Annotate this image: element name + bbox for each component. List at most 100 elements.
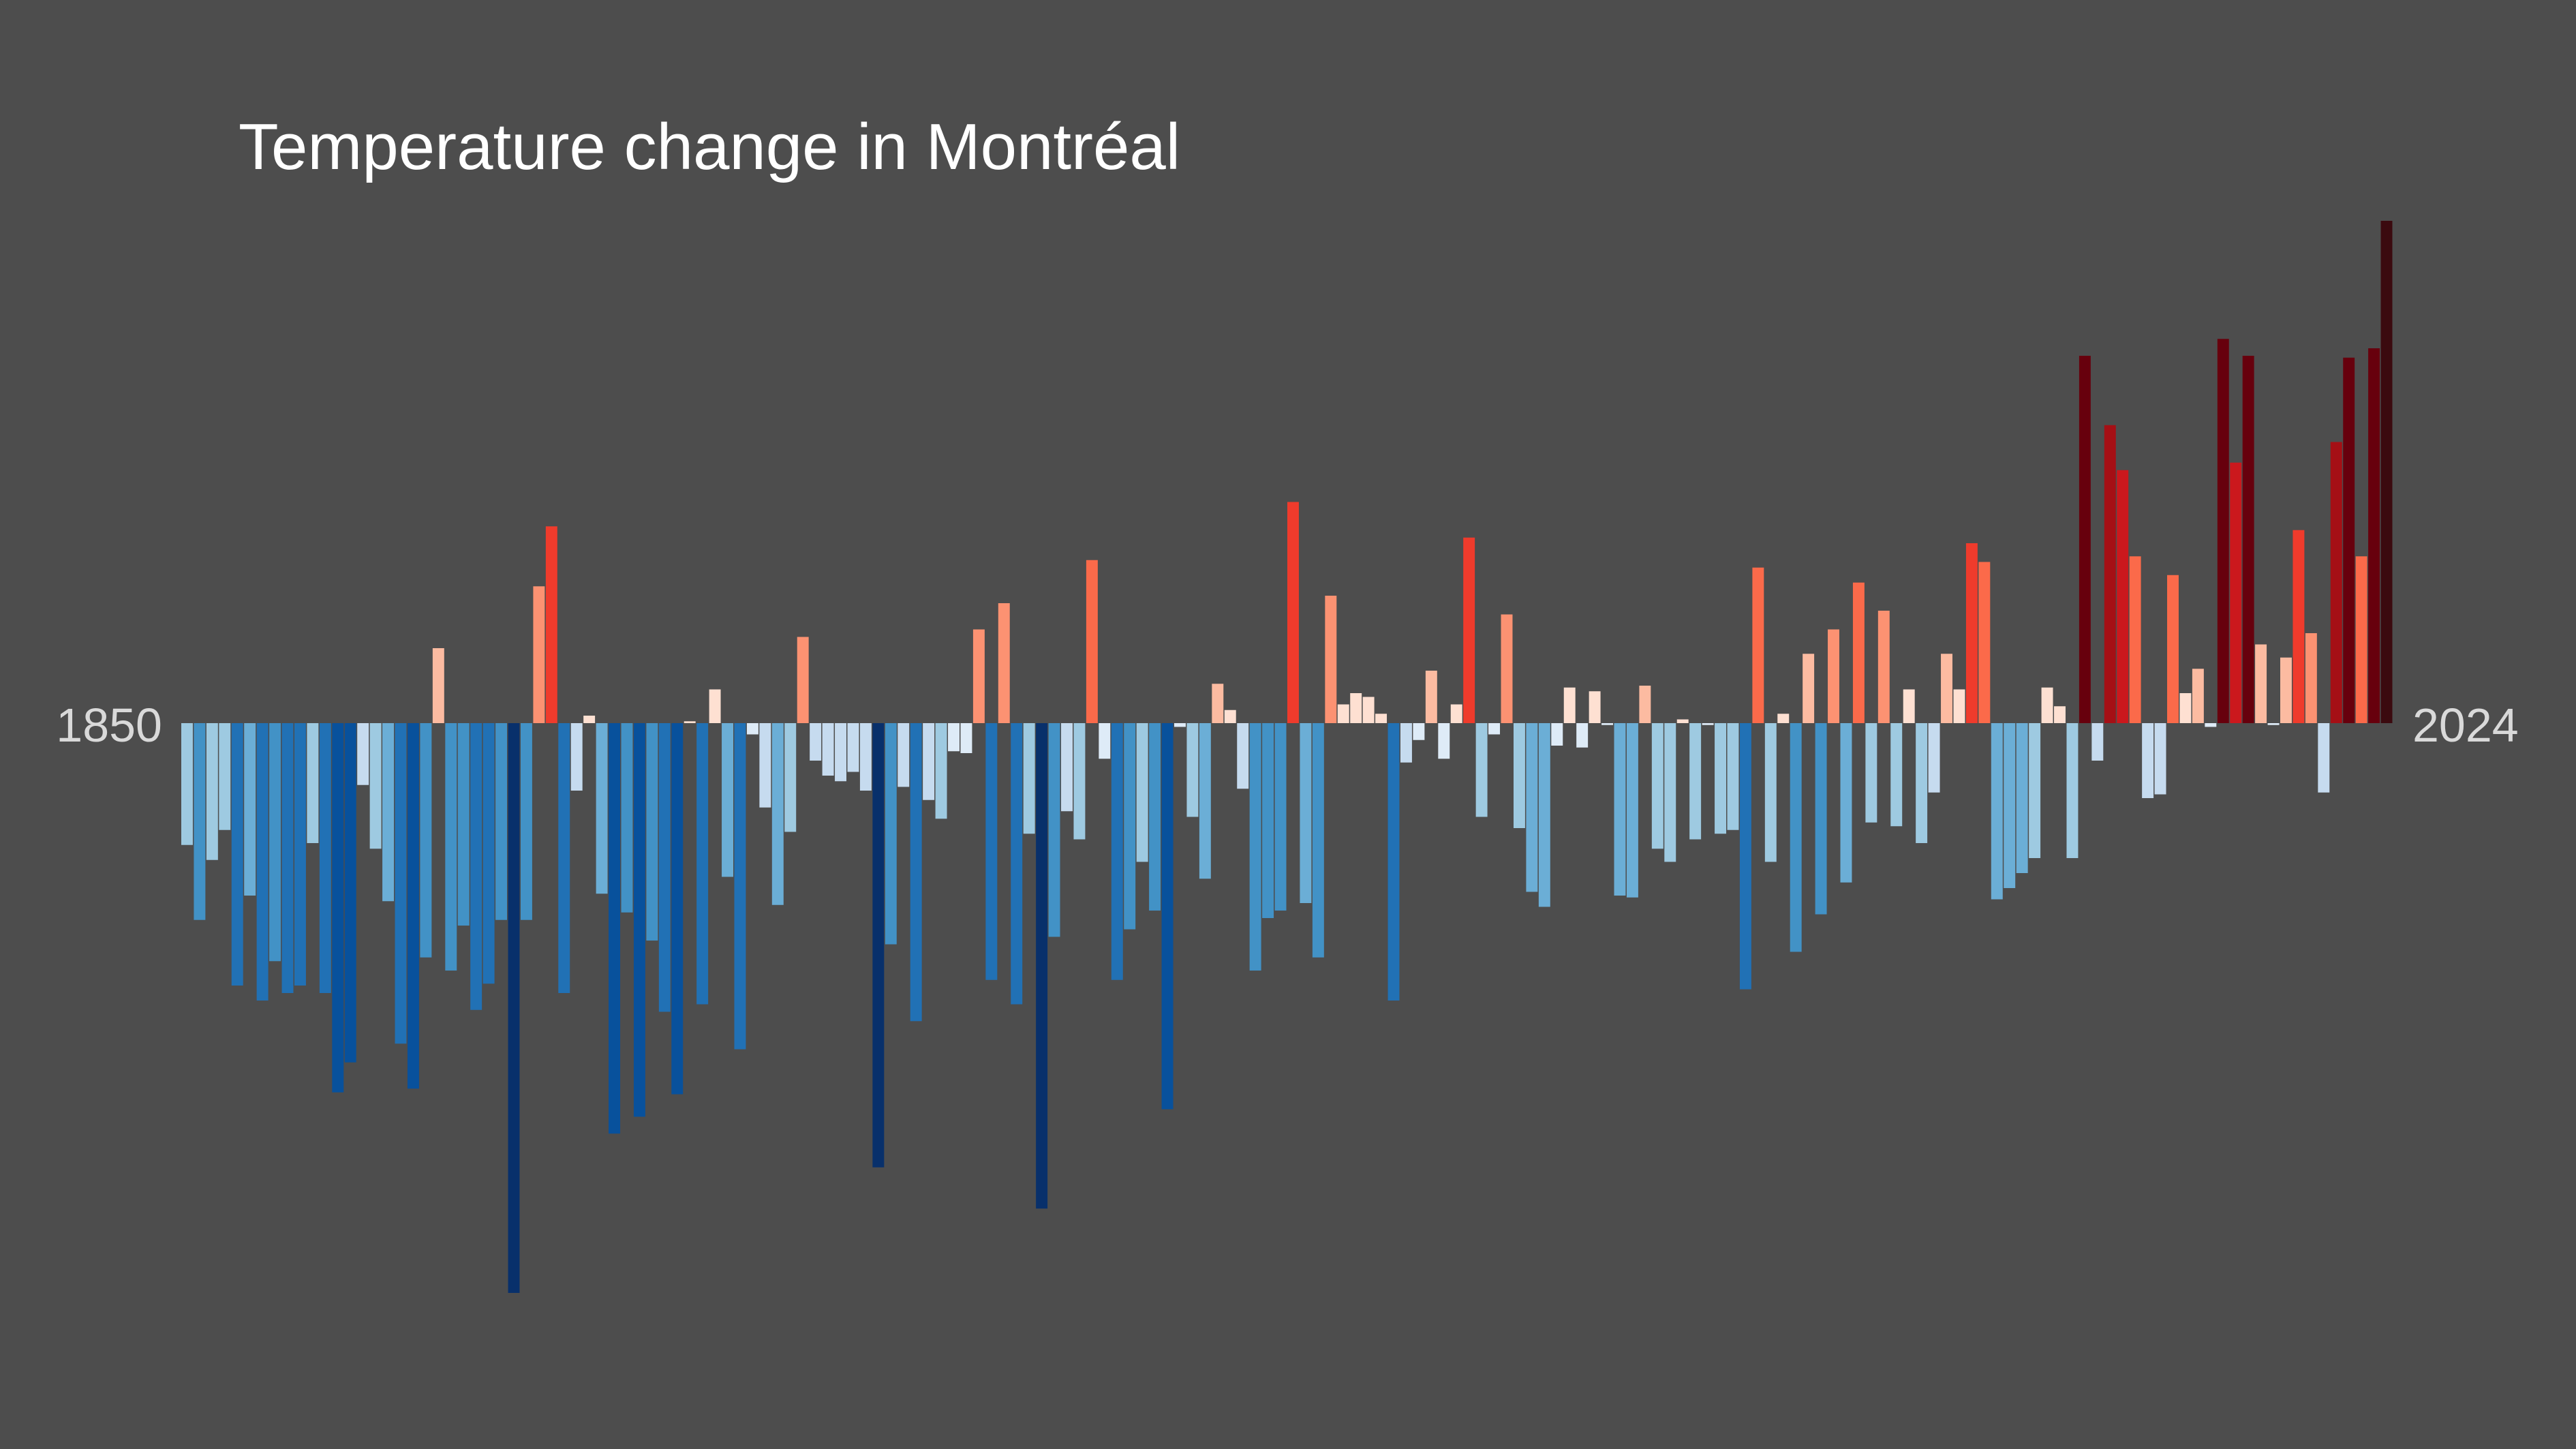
bar-1868: [407, 723, 419, 1089]
bar-1983: [1852, 582, 1865, 723]
bar-1877: [520, 723, 532, 920]
bar-1874: [482, 723, 495, 984]
bar-1888: [658, 723, 671, 1012]
bar-1933: [1224, 710, 1236, 723]
bar-1854: [231, 723, 243, 986]
end-year-label: 2024: [2412, 699, 2519, 752]
bar-1962: [1589, 691, 1601, 723]
bar-1942: [1337, 704, 1349, 723]
bar-1906: [885, 723, 897, 945]
bar-1872: [457, 723, 470, 926]
bar-1902: [835, 723, 846, 782]
bar-1985: [1877, 611, 1890, 723]
bar-1917: [1023, 723, 1035, 834]
bar-1922: [1086, 560, 1098, 723]
bar-1955: [1501, 614, 1513, 723]
bar-1991: [1953, 689, 1965, 723]
bar-1861: [319, 723, 331, 993]
bar-1887: [646, 723, 658, 941]
bar-1968: [1664, 723, 1676, 862]
bar-1934: [1237, 723, 1249, 789]
bar-1882: [583, 716, 596, 723]
bar-1960: [1563, 687, 1576, 723]
bar-2019: [2305, 633, 2317, 723]
bar-1956: [1513, 723, 1525, 828]
bar-1919: [1048, 723, 1060, 937]
bar-1908: [910, 723, 922, 1022]
bar-2018: [2293, 530, 2305, 723]
bar-1999: [2054, 706, 2066, 723]
bar-1860: [307, 723, 319, 843]
bar-1921: [1073, 723, 1086, 840]
bar-1946: [1387, 723, 1400, 1001]
bar-1870: [432, 648, 444, 723]
bar-1979: [1803, 654, 1815, 723]
bar-1862: [332, 723, 344, 1093]
bar-1878: [533, 586, 545, 723]
bar-1982: [1840, 723, 1852, 883]
bar-1948: [1413, 723, 1425, 740]
bar-1975: [1752, 567, 1764, 723]
bar-2017: [2280, 657, 2292, 723]
bar-1936: [1262, 723, 1274, 918]
bar-1897: [771, 723, 784, 905]
bar-1866: [382, 723, 395, 902]
bar-1930: [1186, 723, 1199, 817]
bar-2004: [2117, 470, 2129, 723]
bar-1876: [508, 723, 520, 1293]
bar-1864: [357, 723, 369, 785]
bar-1951: [1450, 704, 1462, 723]
bar-1994: [1991, 723, 2003, 900]
bar-1978: [1790, 723, 1802, 952]
bar-1959: [1551, 723, 1563, 746]
bar-2013: [2230, 462, 2242, 723]
chart-title: Temperature change in Montréal: [239, 110, 1180, 183]
bar-1984: [1865, 723, 1877, 823]
bar-1916: [1011, 723, 1023, 1005]
bar-undefined: [2380, 221, 2393, 723]
bar-1996: [2016, 723, 2028, 873]
bar-1909: [923, 723, 935, 800]
bar-1997: [2029, 723, 2041, 858]
bar-1931: [1199, 723, 1211, 879]
bar-2002: [2091, 723, 2104, 761]
bar-1871: [445, 723, 457, 971]
bar-1945: [1375, 714, 1387, 723]
bar-1883: [596, 723, 608, 894]
bar-2022: [2343, 357, 2355, 723]
bar-2006: [2142, 723, 2154, 798]
bar-1943: [1350, 693, 1362, 723]
bar-2014: [2242, 356, 2254, 723]
bar-1881: [570, 723, 583, 791]
bar-1923: [1099, 723, 1111, 759]
bar-1896: [759, 723, 771, 808]
bar-1912: [960, 723, 972, 753]
bar-1851: [194, 723, 206, 920]
bar-1993: [1978, 562, 1991, 723]
bar-2016: [2267, 723, 2280, 725]
bar-1895: [746, 723, 758, 735]
bar-1865: [369, 723, 382, 849]
bar-1853: [219, 723, 231, 830]
bar-1950: [1438, 723, 1450, 759]
bar-1913: [972, 629, 985, 723]
bar-1980: [1815, 723, 1827, 915]
bar-2010: [2192, 669, 2204, 723]
bar-2020: [2318, 723, 2330, 793]
bar-1918: [1036, 723, 1048, 1209]
bar-1986: [1890, 723, 1903, 827]
bar-1889: [671, 723, 684, 1095]
bar-series: [181, 221, 2393, 1293]
bar-2023: [2355, 556, 2367, 723]
bar-1939: [1300, 723, 1312, 903]
bar-1981: [1828, 629, 1839, 723]
bar-1880: [558, 723, 570, 993]
bar-1925: [1124, 723, 1136, 930]
bar-1963: [1601, 723, 1614, 725]
bar-1869: [420, 723, 432, 958]
bar-1885: [621, 723, 633, 913]
bar-1970: [1689, 723, 1702, 840]
bar-1990: [1941, 654, 1952, 723]
bar-1935: [1249, 723, 1261, 971]
bar-1900: [810, 723, 822, 761]
